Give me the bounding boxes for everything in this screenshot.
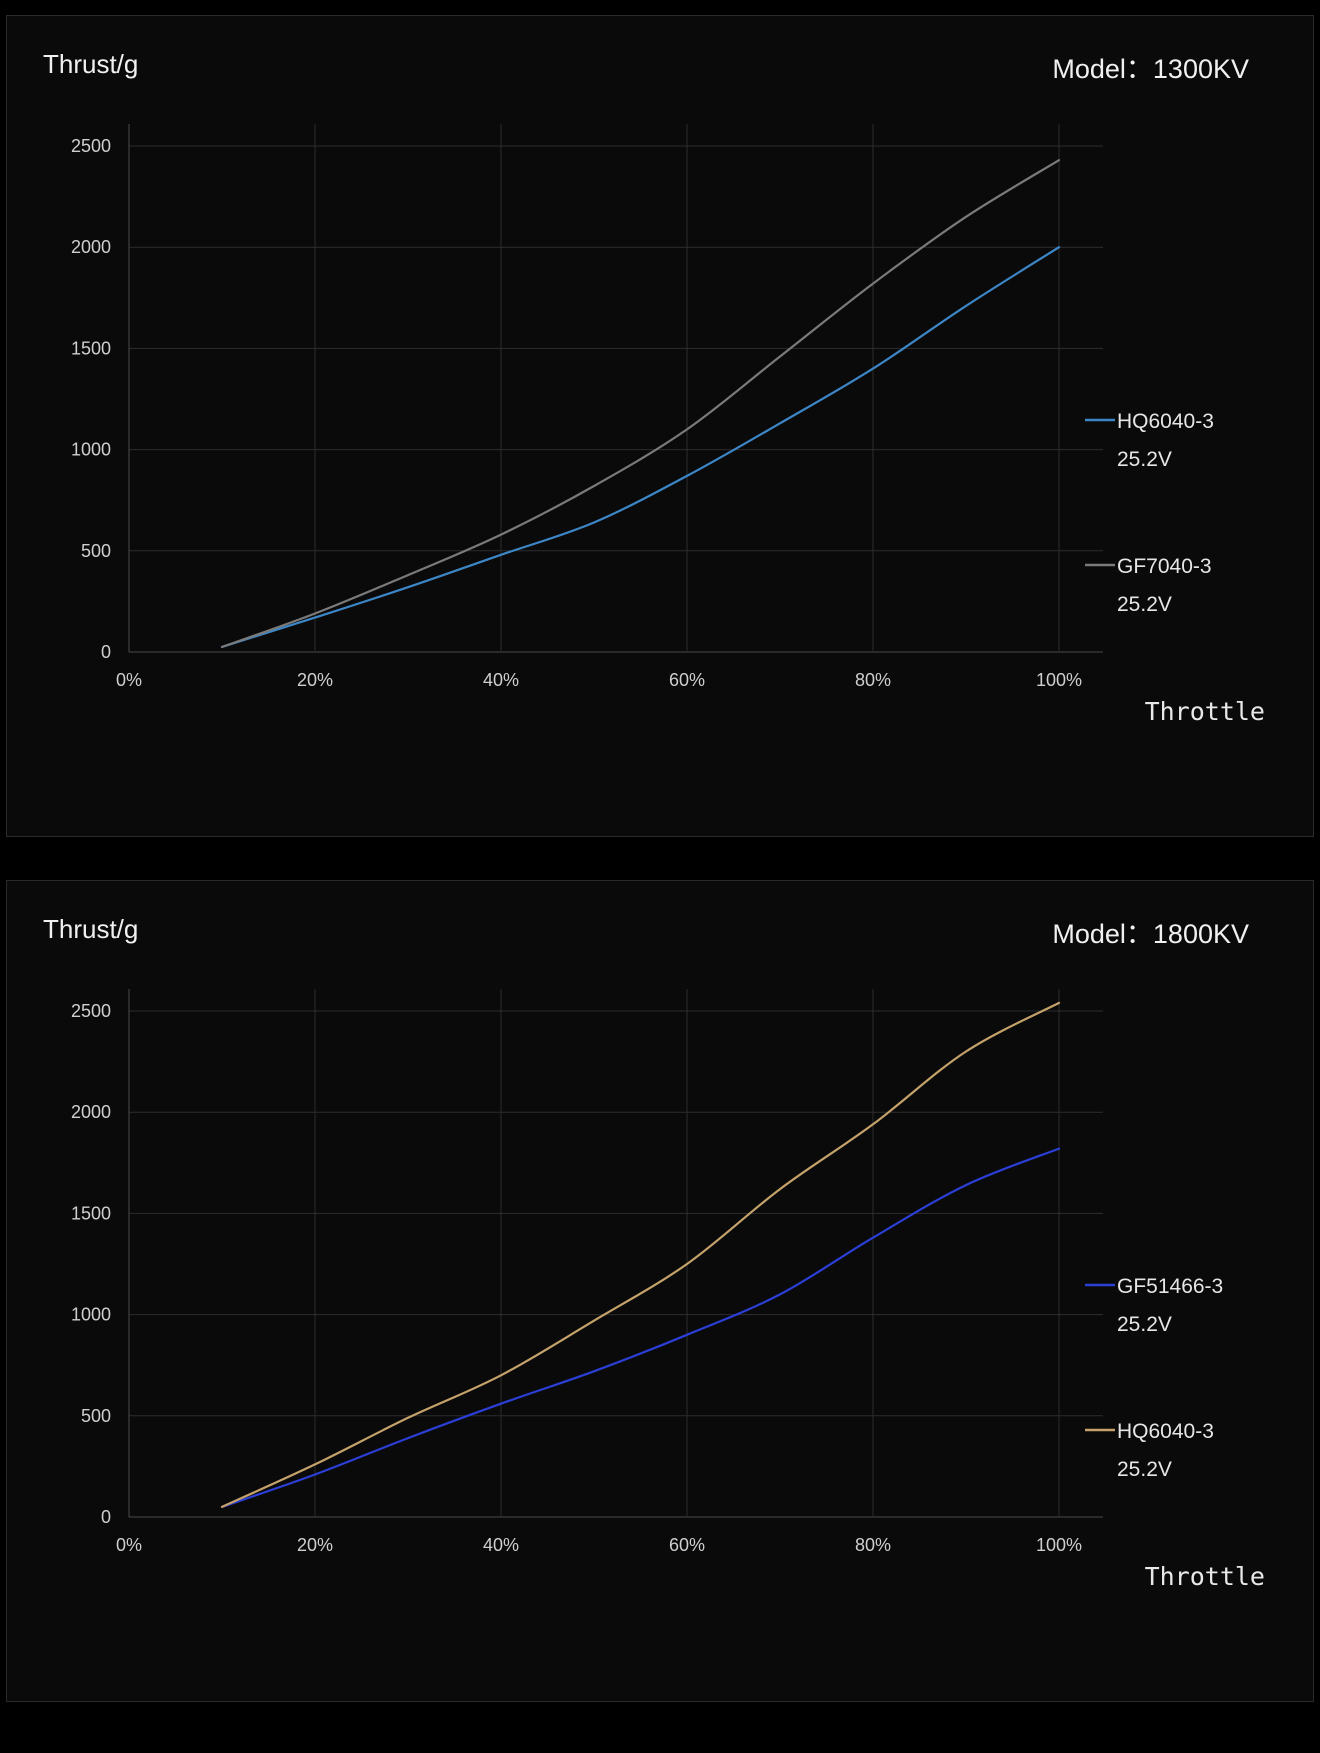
data-point (500, 554, 502, 556)
data-point (965, 305, 967, 307)
x-tick-label: 80% (855, 1535, 891, 1555)
data-point (965, 1184, 967, 1186)
series-line-hq6040-3 (220, 1001, 1061, 1508)
data-point (314, 1463, 316, 1465)
legend-entry-name: GF51466-3 (1117, 1275, 1223, 1298)
data-point (314, 612, 316, 614)
data-point (779, 422, 781, 424)
series-line-gf7040-3 (220, 159, 1061, 648)
data-point (593, 1370, 595, 1372)
chart-panel-1800kv: 0 500 1000 1500 2000 2500 0% 20% 40% 60% 80% 100% Th… (6, 880, 1314, 1702)
legend: GF51466-3 25.2V HQ6040-3 25.2V (1085, 1275, 1223, 1481)
data-point (1058, 1002, 1060, 1004)
data-point (314, 1473, 316, 1475)
legend-entry-voltage: 25.2V (1117, 448, 1172, 471)
legend-entry-name: HQ6040-3 (1117, 1420, 1214, 1443)
legend-entry-voltage: 25.2V (1117, 1313, 1172, 1336)
x-tick-label: 60% (669, 670, 705, 690)
data-point (407, 1437, 409, 1439)
data-point (965, 216, 967, 218)
y-tick-label: 2500 (71, 136, 111, 156)
data-point (314, 616, 316, 618)
data-point (593, 1319, 595, 1321)
data-point (686, 1334, 688, 1336)
legend-entry-name: GF7040-3 (1117, 555, 1212, 578)
y-tick-label: 1000 (71, 1305, 111, 1325)
legend-entry-name: HQ6040-3 (1117, 410, 1214, 433)
data-point (872, 282, 874, 284)
y-tick-label: 500 (81, 541, 111, 561)
gridlines (128, 989, 1103, 1518)
gridlines (128, 124, 1103, 653)
data-point (593, 485, 595, 487)
legend-entry-voltage: 25.2V (1117, 593, 1172, 616)
data-point (221, 646, 223, 648)
data-point (1058, 246, 1060, 248)
y-tick-label: 0 (101, 1507, 111, 1527)
data-point (686, 1263, 688, 1265)
data-point (872, 1236, 874, 1238)
y-tick-label: 2000 (71, 237, 111, 257)
thrust-chart-1300kv: 0 500 1000 1500 2000 2500 0% 20% 40% 60% 80% 100% Th… (43, 49, 1265, 726)
y-tick-label: 1000 (71, 440, 111, 460)
data-point (872, 1123, 874, 1125)
chart-panel-1300kv: 0 500 1000 1500 2000 2500 0% 20% 40% 60% 80% 100% Th… (6, 15, 1314, 837)
data-point (500, 533, 502, 535)
series-line-hq6040-3 (220, 246, 1061, 648)
y-tick-label: 1500 (71, 338, 111, 358)
x-tick-label: 40% (483, 1535, 519, 1555)
x-tick-label: 20% (297, 1535, 333, 1555)
y-tick-label: 1500 (71, 1203, 111, 1223)
y-tick-label: 0 (101, 642, 111, 662)
series-line-gf51466-3 (220, 1147, 1061, 1508)
data-point (500, 1374, 502, 1376)
data-point (686, 428, 688, 430)
legend: HQ6040-3 25.2V GF7040-3 25.2V (1085, 410, 1214, 616)
data-point (1058, 1147, 1060, 1149)
legend-entry-voltage: 25.2V (1117, 1458, 1172, 1481)
data-point (1058, 159, 1060, 161)
y-axis-label: Thrust/g (43, 914, 138, 944)
data-point (779, 1188, 781, 1190)
data-point (593, 521, 595, 523)
data-point (500, 1402, 502, 1404)
y-tick-label: 2000 (71, 1102, 111, 1122)
x-axis-label: Throttle (1145, 1562, 1265, 1591)
y-axis-label: Thrust/g (43, 49, 138, 79)
data-point (407, 1417, 409, 1419)
data-point (872, 367, 874, 369)
x-tick-label: 100% (1036, 1535, 1082, 1555)
x-tick-label: 80% (855, 670, 891, 690)
x-tick-label: 0% (116, 670, 142, 690)
data-point (407, 574, 409, 576)
y-tick-label: 500 (81, 1406, 111, 1426)
data-point (779, 1293, 781, 1295)
chart-title: Model：1300KV (1052, 54, 1249, 84)
data-point (407, 586, 409, 588)
y-tick-label: 2500 (71, 1001, 111, 1021)
x-axis-label: Throttle (1145, 697, 1265, 726)
x-tick-label: 0% (116, 1535, 142, 1555)
data-point (779, 355, 781, 357)
data-point (965, 1050, 967, 1052)
x-tick-label: 40% (483, 670, 519, 690)
chart-title: Model：1800KV (1052, 919, 1249, 949)
data-point (686, 475, 688, 477)
thrust-chart-1800kv: 0 500 1000 1500 2000 2500 0% 20% 40% 60% 80% 100% Th… (43, 914, 1265, 1591)
x-tick-label: 100% (1036, 670, 1082, 690)
x-tick-label: 60% (669, 1535, 705, 1555)
data-point (221, 1506, 223, 1508)
x-tick-label: 20% (297, 670, 333, 690)
